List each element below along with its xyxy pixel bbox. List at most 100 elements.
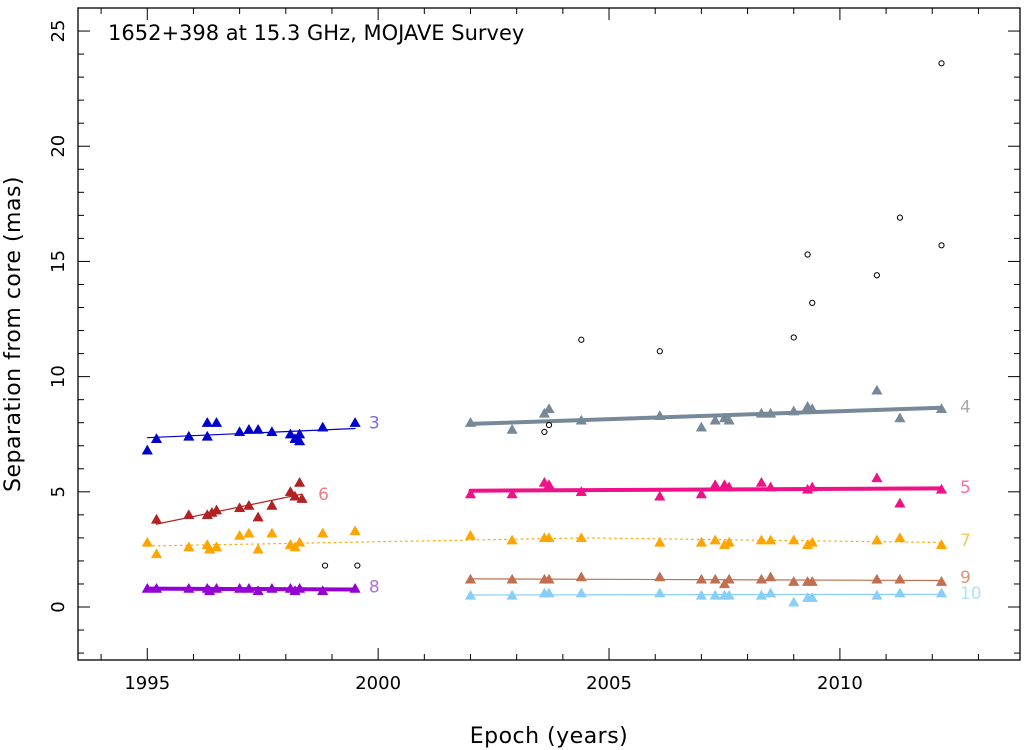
point-component-7 [150, 548, 163, 559]
component-label-3: 3 [369, 414, 380, 434]
point-component-8 [266, 582, 278, 593]
point-unassociated [896, 214, 904, 221]
component-label-6: 6 [318, 485, 329, 505]
point-component-3 [233, 426, 246, 437]
point-component-7 [506, 534, 518, 545]
point-component-9 [543, 573, 555, 584]
component-labels: 3 4 5 6 7 8 910 [318, 398, 981, 605]
point-unassociated [809, 299, 816, 306]
point-component-7 [243, 527, 255, 538]
point-component-8 [233, 582, 246, 593]
point-component-5 [575, 486, 587, 496]
plot-frame [77, 7, 1021, 661]
component-label-5: 5 [960, 478, 971, 498]
point-component-10 [723, 589, 735, 600]
y-axis-title: Separation from core (mas) [1, 176, 26, 492]
point-component-9 [806, 575, 818, 586]
component-label-8: 8 [369, 577, 380, 597]
point-component-5 [723, 481, 735, 492]
point-unassociated [873, 272, 880, 279]
y-tick-label: 0 [48, 601, 69, 612]
point-component-4 [464, 416, 477, 427]
point-unassociated [938, 242, 945, 249]
point-component-7 [464, 529, 477, 540]
point-component-4 [654, 410, 666, 420]
x-tick-label: 2010 [817, 673, 863, 694]
point-component-7 [266, 527, 278, 538]
point-component-5 [894, 497, 906, 508]
point-component-3 [349, 416, 361, 427]
point-unassociated [321, 562, 329, 569]
point-component-3 [243, 423, 255, 434]
point-component-4 [755, 407, 768, 418]
point-component-9 [764, 571, 777, 582]
point-component-9 [709, 573, 721, 584]
point-component-8 [210, 582, 223, 593]
point-component-4 [788, 405, 800, 416]
point-component-7 [543, 532, 555, 543]
point-component-6 [266, 499, 278, 510]
point-component-10 [654, 587, 666, 598]
point-component-8 [183, 582, 195, 593]
point-component-9 [788, 575, 800, 586]
point-component-8 [317, 585, 329, 596]
point-unassociated [354, 562, 361, 569]
point-component-7 [317, 527, 329, 538]
point-component-10 [709, 589, 721, 600]
point-component-4 [709, 414, 721, 425]
y-tick-label: 20 [48, 135, 69, 158]
point-component-6 [293, 476, 306, 487]
point-component-6 [296, 492, 308, 503]
point-component-9 [723, 573, 735, 584]
point-component-7 [233, 529, 246, 540]
point-unassociated [578, 336, 585, 343]
point-component-6 [233, 502, 246, 513]
point-component-8 [150, 582, 163, 593]
point-unassociated [804, 251, 811, 258]
chart-title: 1652+398 at 15.3 GHz, MOJAVE Survey [108, 21, 524, 45]
point-component-10 [464, 589, 477, 600]
point-component-4 [806, 403, 818, 414]
point-component-10 [764, 587, 777, 598]
point-component-3 [141, 444, 153, 455]
point-component-3 [266, 426, 278, 437]
point-component-9 [935, 575, 948, 586]
point-component-3 [293, 435, 306, 446]
point-component-9 [654, 571, 666, 582]
y-tick-label: 15 [48, 250, 69, 273]
point-component-4 [871, 384, 883, 395]
x-tick-label: 2005 [586, 673, 632, 694]
point-component-8 [141, 582, 153, 593]
point-component-3 [317, 421, 329, 432]
point-component-7 [654, 536, 666, 547]
point-unassociated [545, 421, 553, 429]
point-component-7 [695, 536, 708, 547]
point-component-10 [871, 589, 883, 600]
point-component-10 [755, 589, 768, 600]
point-component-6 [284, 486, 297, 496]
component-label-4: 4 [960, 398, 971, 418]
point-component-10 [543, 587, 555, 598]
point-component-4 [543, 403, 555, 414]
fit-line-6 [155, 493, 303, 525]
point-component-6 [210, 504, 223, 515]
point-component-5 [935, 483, 948, 494]
point-component-10 [935, 587, 948, 598]
point-component-7 [788, 534, 800, 545]
point-component-5 [543, 479, 555, 490]
point-component-10 [788, 596, 800, 607]
point-component-9 [695, 573, 708, 584]
point-component-6 [243, 499, 255, 510]
point-component-9 [755, 573, 768, 584]
point-component-4 [506, 423, 518, 434]
component-label-10: 10 [960, 584, 982, 604]
x-tick-label: 2000 [355, 673, 401, 694]
point-component-8 [243, 582, 255, 593]
point-component-4 [723, 414, 735, 425]
point-component-6 [183, 509, 195, 520]
point-component-3 [183, 430, 195, 441]
x-tick-label: 1995 [124, 673, 170, 694]
point-component-4 [894, 412, 906, 423]
point-component-9 [894, 573, 906, 584]
